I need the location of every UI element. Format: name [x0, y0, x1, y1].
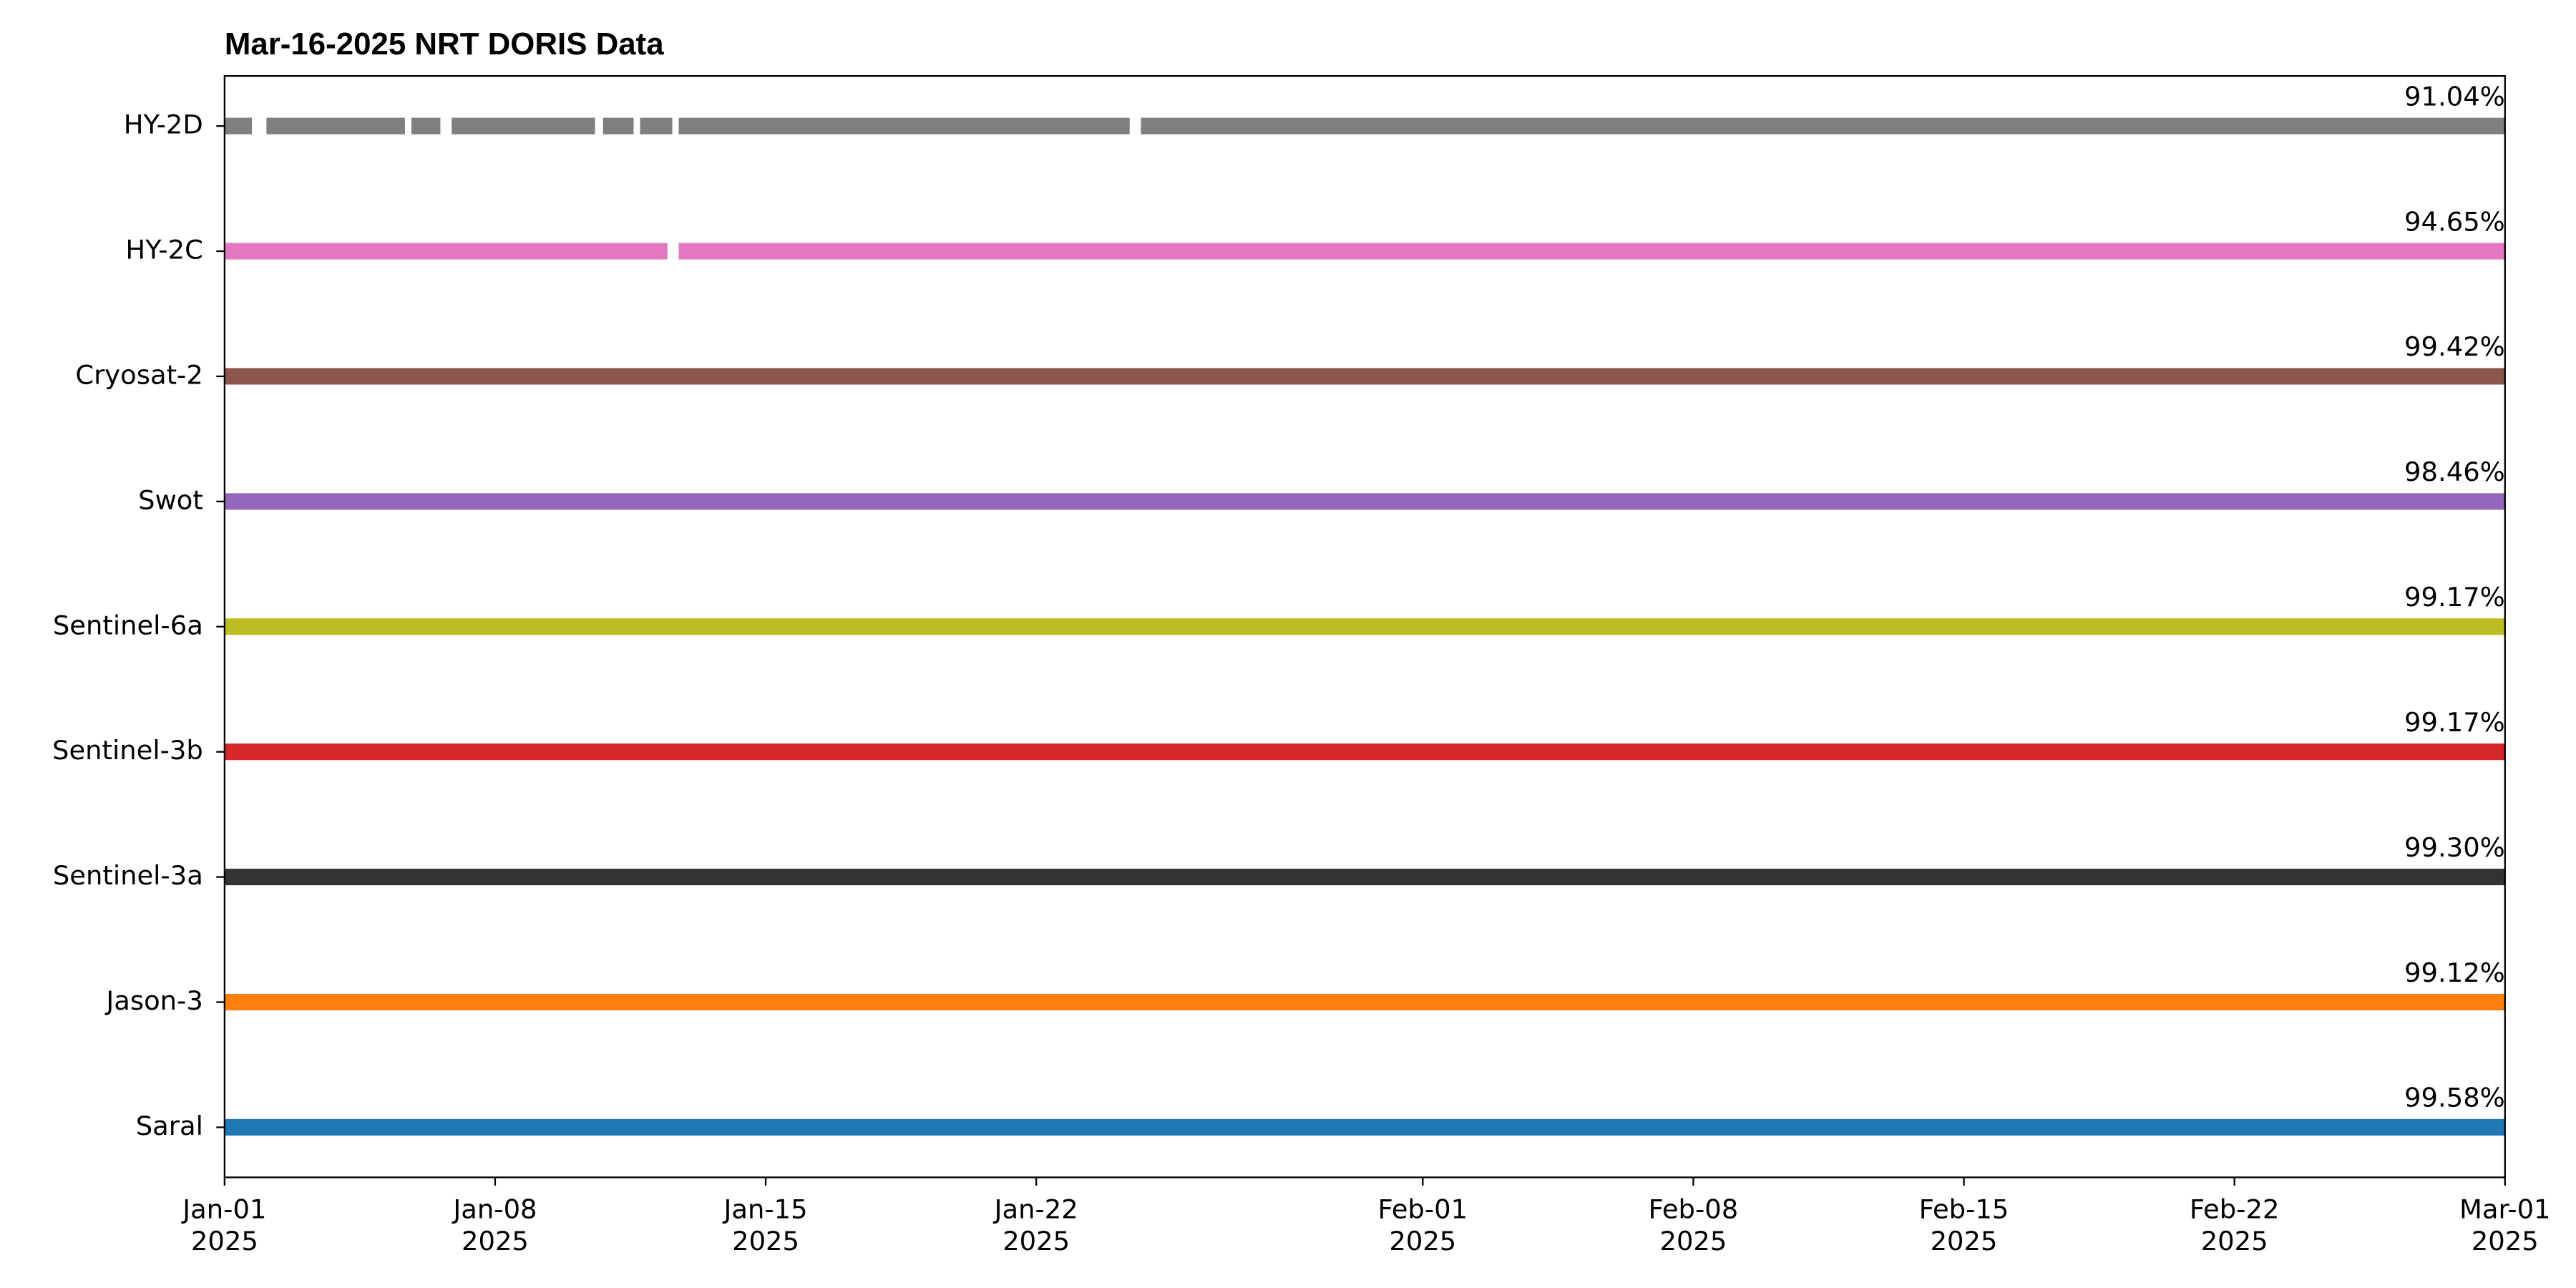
chart-title: Mar-16-2025 NRT DORIS Data	[225, 26, 664, 62]
x-tick-label: Jan-01 2025	[181, 1194, 266, 1256]
value-label: 98.46%	[2404, 457, 2505, 487]
x-tick-label: Jan-22 2025	[993, 1194, 1078, 1256]
coverage-segment	[678, 117, 1130, 135]
y-tick-label: Sentinel-3a	[53, 860, 203, 891]
coverage-segment	[224, 743, 2505, 761]
y-tick-label: Jason-3	[104, 985, 203, 1016]
coverage-segment	[224, 869, 2505, 886]
y-tick-label: Sentinel-6a	[53, 610, 203, 640]
x-tick-label: Feb-22 2025	[2190, 1194, 2280, 1256]
y-tick-label: HY-2D	[124, 109, 203, 140]
value-label: 99.17%	[2404, 582, 2505, 613]
coverage-segment	[452, 117, 595, 135]
coverage-segment	[602, 117, 634, 135]
coverage-segment	[224, 618, 2505, 635]
coverage-segment	[224, 368, 2505, 385]
coverage-segment	[224, 993, 2505, 1011]
value-label: 94.65%	[2404, 206, 2505, 237]
y-tick-label: HY-2C	[125, 235, 203, 265]
x-tick-label: Feb-01 2025	[1378, 1194, 1468, 1256]
x-tick-label: Feb-15 2025	[1919, 1194, 2009, 1256]
coverage-segment	[266, 117, 405, 135]
coverage-segment	[224, 243, 668, 260]
value-label: 91.04%	[2404, 81, 2505, 112]
x-tick-label: Jan-15 2025	[722, 1194, 807, 1256]
y-tick-label: Saral	[136, 1111, 203, 1141]
value-label: 99.58%	[2404, 1083, 2505, 1113]
coverage-segment	[678, 243, 2505, 260]
coverage-segment	[224, 493, 2505, 510]
x-tick-label: Feb-08 2025	[1649, 1194, 1739, 1256]
coverage-segment	[411, 117, 441, 135]
y-tick-label: Sentinel-3b	[52, 735, 203, 766]
x-tick-label: Jan-08 2025	[452, 1194, 537, 1256]
plot-frame	[223, 75, 2506, 1179]
y-tick-label: Swot	[138, 484, 203, 515]
coverage-segment	[224, 1118, 2505, 1136]
value-label: 99.12%	[2404, 957, 2505, 988]
value-label: 99.42%	[2404, 331, 2505, 362]
coverage-segment	[1141, 117, 2505, 135]
x-tick-label: Mar-01 2025	[2459, 1194, 2551, 1256]
value-label: 99.17%	[2404, 707, 2505, 738]
coverage-segment	[224, 117, 253, 135]
coverage-segment	[640, 117, 673, 135]
y-tick-label: Cryosat-2	[75, 359, 203, 390]
value-label: 99.30%	[2404, 832, 2505, 863]
